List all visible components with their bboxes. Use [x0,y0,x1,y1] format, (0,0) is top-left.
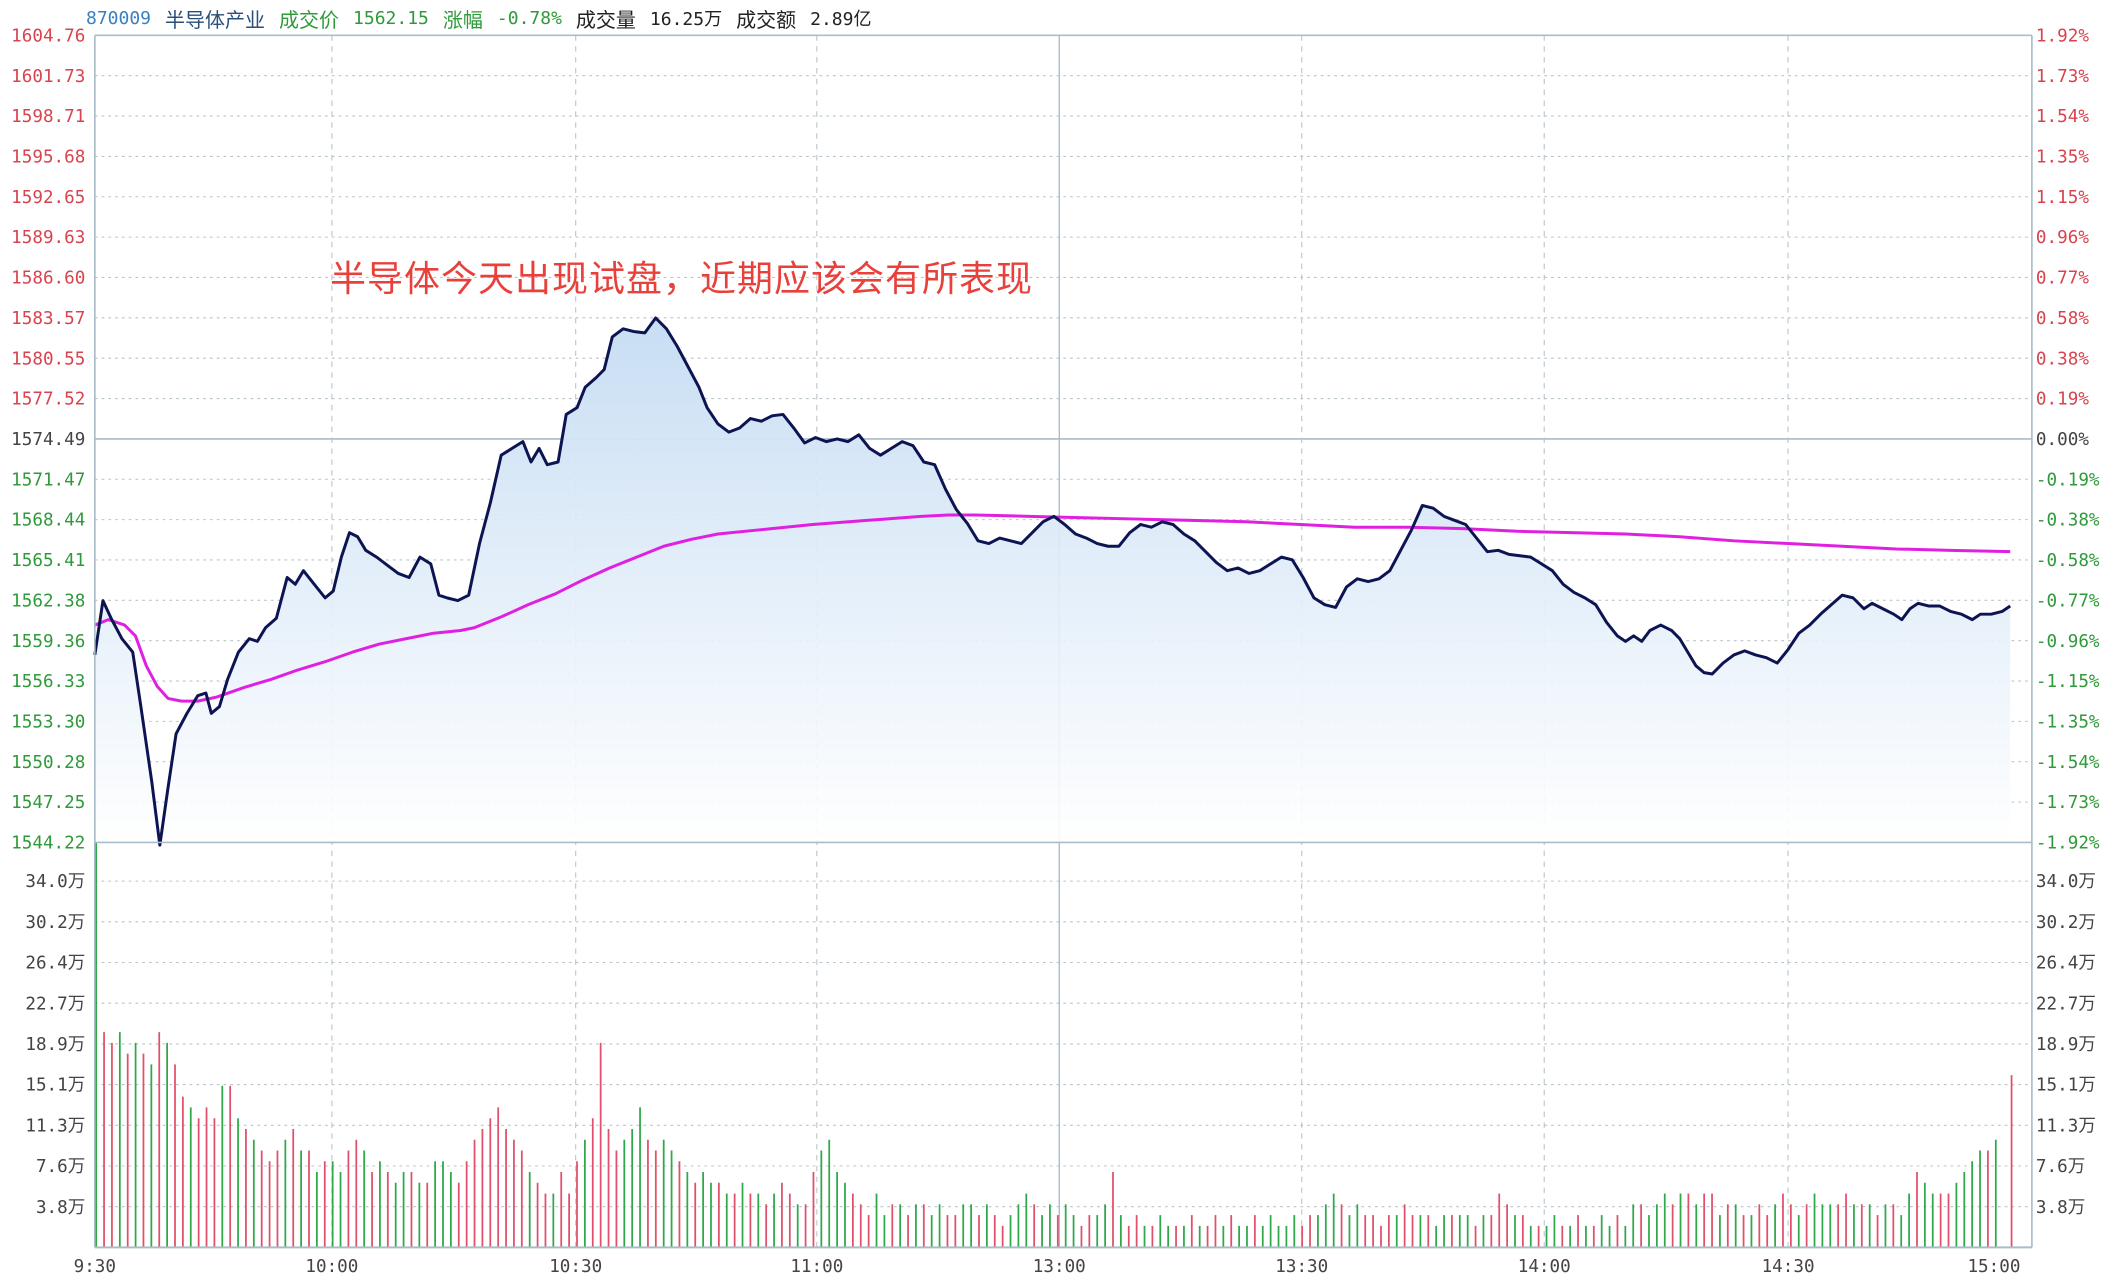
time-tick: 13:30 [1275,1257,1328,1277]
change-label: 涨幅 [442,7,483,32]
volume-tick-right: 26.4万 [2036,954,2096,974]
percent-axis-right: 1.92% 1.73% 1.54% 1.35% 1.15% 0.96% 0.77% 0.58%… [2036,26,2100,853]
chart-borders [94,34,2033,1249]
volume-tick-left: 3.8万 [36,1198,85,1218]
change-value: -0.78% [496,7,562,29]
price-tick: 1604.76 [11,26,85,46]
volume-tick-left: 22.7万 [25,994,85,1014]
volume-label: 成交量 [575,7,636,32]
price-tick: 1598.71 [11,107,85,127]
time-tick: 14:30 [1762,1257,1815,1277]
price-tick: 1547.25 [11,793,85,813]
volume-tick-right: 22.7万 [2036,994,2096,1014]
price-tick: 1580.55 [11,349,85,369]
percent-tick: -1.35% [2036,712,2100,732]
time-tick: 11:00 [790,1257,843,1277]
index-name: 半导体产业 [165,7,266,32]
price-tick: 1559.36 [11,632,85,652]
price-tick: 1562.38 [11,591,85,611]
avg-price-path [94,513,2011,703]
percent-tick: 0.96% [2036,228,2089,248]
price-tick: 1583.57 [11,309,85,329]
time-tick: 14:00 [1518,1257,1571,1277]
percent-tick: 1.54% [2036,107,2089,127]
price-line [93,316,2012,847]
percent-tick: 1.35% [2036,147,2089,167]
time-tick: 10:30 [549,1257,602,1277]
percent-tick: -0.19% [2036,470,2100,490]
time-tick: 9:30 [74,1257,116,1277]
volume-tick-left: 30.2万 [25,913,85,933]
price-tick: 1577.52 [11,390,85,410]
volume-tick-left: 11.3万 [25,1116,85,1136]
price-tick: 1571.47 [11,470,85,490]
price-axis-left: 1604.76 1601.73 1598.71 1595.68 1592.65 1589.… [11,26,85,853]
amount-label: 成交额 [736,7,797,32]
volume-tick-right: 11.3万 [2036,1116,2096,1136]
price-tick: 1589.63 [11,228,85,248]
average-price-line [94,513,2011,703]
percent-tick: -1.73% [2036,793,2100,813]
price-tick: 1601.73 [11,67,85,87]
volume-tick-right: 3.8万 [2036,1198,2085,1218]
price-area-fill [94,317,2011,846]
index-code: 870009 [86,7,152,29]
percent-tick: -0.77% [2036,591,2100,611]
time-tick: 13:00 [1033,1257,1086,1277]
volume-tick-left: 15.1万 [25,1076,85,1096]
time-axis: 9:30 10:00 10:30 11:00 13:00 13:30 14:00 14:30 1… [74,1257,2021,1277]
volume-tick-left: 26.4万 [25,954,85,974]
price-tick: 1592.65 [11,188,85,208]
volume-value: 16.25万 [649,9,723,30]
time-tick: 15:00 [1967,1257,2020,1277]
price-tick: 1565.41 [11,551,85,571]
chart-header: 870009 半导体产业 成交价 1562.15 涨幅 -0.78% 成交量 1… [86,4,871,32]
volume-tick-right: 7.6万 [2036,1157,2085,1177]
price-tick: 1556.33 [11,672,85,692]
volume-tick-left: 34.0万 [25,872,85,892]
volume-tick-right: 30.2万 [2036,913,2096,933]
price-tick: 1574.49 [11,430,85,450]
volume-bars [95,842,2013,1248]
time-tick: 10:00 [305,1257,358,1277]
volume-tick-left: 7.6万 [36,1157,85,1177]
percent-tick: 1.15% [2036,188,2089,208]
percent-tick: 1.73% [2036,67,2089,87]
percent-tick: -0.96% [2036,632,2100,652]
percent-tick: 0.19% [2036,390,2089,410]
volume-tick-right: 18.9万 [2036,1035,2096,1055]
annotation-text: 半导体今天出现试盘，近期应该会有所表现 [330,259,1034,300]
volume-axis: 34.0万 34.0万 30.2万 30.2万 26.4万 26.4万 22.7万 22.7万… [25,872,2096,1218]
percent-tick: 1.92% [2036,26,2089,46]
percent-tick: 0.38% [2036,349,2089,369]
percent-tick: -1.54% [2036,753,2100,773]
percent-tick: -0.38% [2036,511,2100,531]
price-tick: 1568.44 [11,511,85,531]
percent-tick: -1.15% [2036,672,2100,692]
price-tick: 1586.60 [11,269,85,289]
price-value: 1562.15 [353,7,429,29]
percent-tick: -0.58% [2036,551,2100,571]
price-area [94,317,2011,846]
price-tick: 1553.30 [11,712,85,732]
volume-tick-right: 34.0万 [2036,872,2096,892]
percent-tick: 0.00% [2036,430,2089,450]
volume-tick-right: 15.1万 [2036,1076,2096,1096]
price-label: 成交价 [279,7,340,32]
price-tick: 1544.22 [11,834,85,854]
volume-tick-left: 18.9万 [25,1035,85,1055]
percent-tick: -1.92% [2036,834,2100,854]
price-path [93,316,2012,847]
price-tick: 1550.28 [11,753,85,773]
percent-tick: 0.58% [2036,309,2089,329]
price-tick: 1595.68 [11,147,85,167]
amount-value: 2.89亿 [810,9,872,30]
percent-tick: 0.77% [2036,269,2089,289]
